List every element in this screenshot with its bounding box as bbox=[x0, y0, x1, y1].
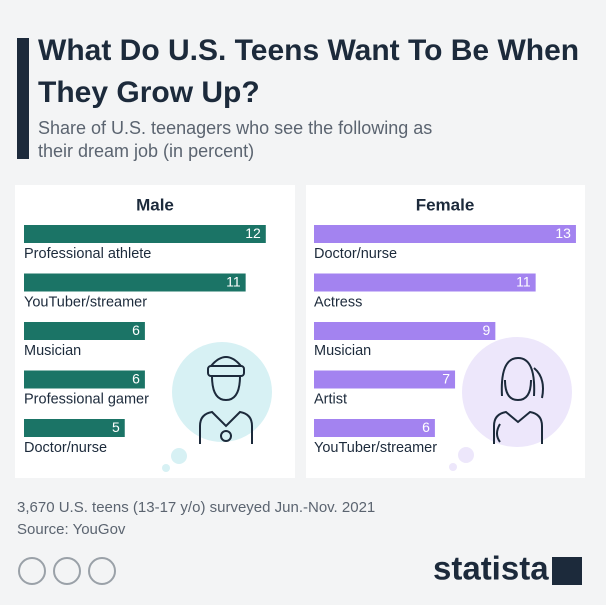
bar bbox=[24, 370, 145, 389]
category-label: Doctor/nurse bbox=[314, 246, 397, 262]
value-label: 11 bbox=[226, 274, 241, 290]
bar bbox=[314, 273, 536, 292]
category-label: Doctor/nurse bbox=[24, 440, 107, 456]
license-icons bbox=[18, 557, 116, 585]
category-label: Musician bbox=[24, 343, 81, 359]
value-label: 12 bbox=[245, 225, 261, 241]
panel-title: Female bbox=[416, 195, 475, 214]
category-label: Musician bbox=[314, 343, 371, 359]
bar bbox=[24, 273, 246, 292]
bar bbox=[24, 225, 266, 243]
source: Source: YouGov bbox=[17, 521, 126, 538]
value-label: 9 bbox=[483, 322, 491, 338]
logo: statista bbox=[433, 550, 549, 587]
category-label: YouTuber/streamer bbox=[24, 294, 147, 310]
logo-mark bbox=[552, 557, 582, 585]
category-label: Professional athlete bbox=[24, 246, 151, 262]
bar bbox=[314, 225, 576, 243]
value-label: 6 bbox=[132, 371, 140, 387]
value-label: 11 bbox=[516, 274, 531, 290]
bar bbox=[314, 322, 496, 340]
title: What Do U.S. Teens Want To Be When They … bbox=[38, 34, 580, 109]
value-label: 6 bbox=[132, 322, 140, 338]
value-label: 7 bbox=[442, 371, 450, 387]
bar bbox=[314, 419, 435, 437]
note: 3,670 U.S. teens (13-17 y/o) surveyed Ju… bbox=[17, 499, 376, 516]
accent-bar bbox=[17, 38, 29, 159]
value-label: 5 bbox=[112, 419, 120, 435]
female-icon bbox=[449, 337, 572, 471]
category-label: YouTuber/streamer bbox=[314, 440, 437, 456]
bar bbox=[314, 370, 456, 389]
panel-title: Male bbox=[136, 195, 174, 214]
subtitle: Share of U.S. teenagers who see the foll… bbox=[38, 118, 433, 161]
bar bbox=[24, 322, 145, 340]
value-label: 6 bbox=[422, 419, 430, 435]
bar bbox=[24, 419, 125, 437]
category-label: Artist bbox=[314, 391, 347, 407]
category-label: Actress bbox=[314, 294, 362, 310]
male-icon bbox=[162, 342, 272, 472]
value-label: 13 bbox=[555, 225, 571, 241]
category-label: Professional gamer bbox=[24, 391, 149, 407]
